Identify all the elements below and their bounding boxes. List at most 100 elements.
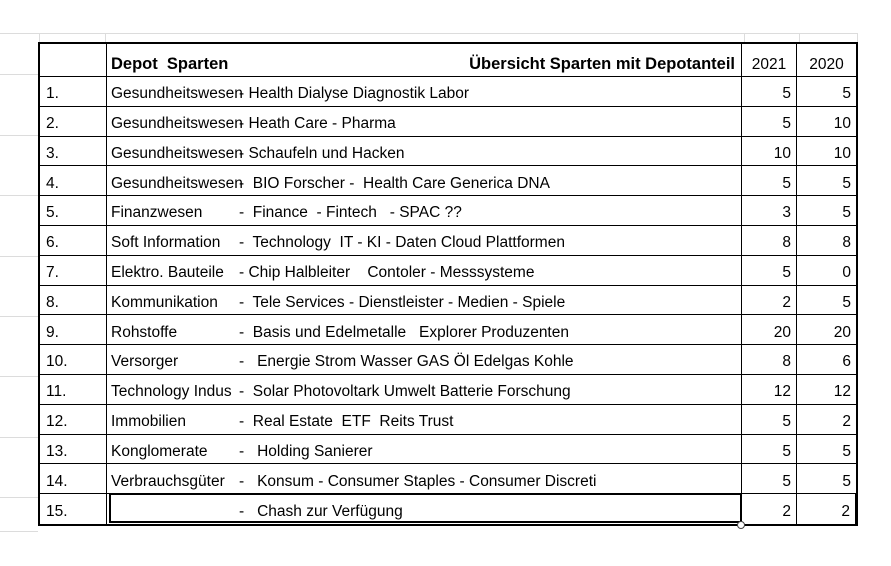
sector-description-cell[interactable]: Rohstoffe - Basis und Edelmetalle Explore… [107, 315, 742, 346]
sector-description-cell[interactable]: Gesundheitswesen - BIO Forscher - Health … [107, 166, 742, 197]
sector-detail: - Heath Care - Pharma [239, 115, 396, 133]
sector-detail: - Real Estate ETF Reits Trust [239, 413, 454, 431]
excel-gridline [0, 497, 38, 498]
sector-detail: - Holding Sanierer [239, 442, 373, 460]
sector-description-cell[interactable]: Gesundheitswesen - Schaufeln und Hacken [107, 136, 742, 167]
table-row: 11. Technology Indus - Solar Photovoltark … [40, 374, 856, 405]
value-2020-cell[interactable]: 2 [797, 404, 856, 435]
value-2021-cell[interactable]: 10 [742, 136, 797, 167]
excel-gridline [105, 33, 106, 42]
sector-description-cell[interactable]: Gesundheitswesen - Heath Care - Pharma [107, 106, 742, 137]
sector-detail: - Schaufeln und Hacken [239, 144, 405, 162]
row-number-cell[interactable]: 13. [40, 434, 107, 465]
row-number-cell[interactable]: 12. [40, 404, 107, 435]
row-number-cell[interactable]: 6. [40, 225, 107, 256]
value-2020-cell[interactable]: 2 [797, 494, 856, 524]
value-2021-cell[interactable]: 2 [742, 285, 797, 316]
sector-description-cell[interactable]: Versorger - Energie Strom Wasser GAS Öl E… [107, 345, 742, 375]
value-2020-cell[interactable]: 5 [797, 196, 856, 226]
table-row: 13. Konglomerate - Holding Sanierer 5 5 [40, 434, 856, 465]
row-number-cell[interactable]: 7. [40, 255, 107, 286]
sector-description-cell[interactable]: Elektro. Bauteile - Chip Halbleiter Conto… [107, 255, 742, 286]
header-title-right: Übersicht Sparten mit Depotanteil [469, 54, 735, 73]
sector-description-cell[interactable]: Konglomerate - Holding Sanierer [107, 434, 742, 465]
excel-gridline [0, 33, 858, 34]
sector-detail: - Chash zur Verfügung [239, 503, 403, 521]
sector-description-cell[interactable]: Soft Information - Technology IT - KI - D… [107, 225, 742, 256]
table-row: 10. Versorger - Energie Strom Wasser GAS Ö… [40, 345, 856, 375]
value-2020-cell[interactable]: 20 [797, 315, 856, 346]
value-2021-cell[interactable]: 5 [742, 404, 797, 435]
header-year-2021-cell[interactable]: 2021 [742, 44, 797, 77]
row-number-cell[interactable]: 9. [40, 315, 107, 346]
sector-detail: - Finance - Fintech - SPAC ?? [239, 204, 462, 222]
value-2021-cell[interactable]: 20 [742, 315, 797, 346]
sector-name: Verbrauchsgüter [111, 472, 225, 490]
value-2021-cell[interactable]: 5 [742, 106, 797, 137]
sector-description-cell[interactable]: Immobilien - Real Estate ETF Reits Trust [107, 404, 742, 435]
table-row: 15. - Chash zur Verfügung 2 2 [40, 492, 856, 529]
value-2021-cell[interactable]: 5 [742, 464, 797, 495]
value-2021-cell[interactable]: 5 [742, 77, 797, 107]
sector-name: Gesundheitswesen [111, 144, 243, 162]
row-number-cell[interactable]: 15. [40, 494, 107, 524]
value-2021-cell[interactable]: 5 [742, 255, 797, 286]
row-number-cell[interactable]: 4. [40, 166, 107, 197]
value-2021-cell[interactable]: 3 [742, 196, 797, 226]
excel-gridline [0, 74, 38, 75]
sector-name: Technology Indus [111, 383, 232, 401]
value-2020-cell[interactable]: 6 [797, 345, 856, 375]
value-2021-cell[interactable]: 5 [742, 166, 797, 197]
row-number-cell[interactable]: 1. [40, 77, 107, 107]
value-2020-cell[interactable]: 5 [797, 285, 856, 316]
header-index-cell[interactable] [40, 44, 107, 77]
value-2021-cell[interactable]: 8 [742, 345, 797, 375]
sector-description-cell[interactable]: Finanzwesen - Finance - Fintech - SPAC ?? [107, 196, 742, 226]
sector-name: Gesundheitswesen [111, 85, 243, 103]
value-2021-cell[interactable]: 12 [742, 374, 797, 405]
sector-name: Finanzwesen [111, 204, 203, 222]
value-2020-cell[interactable]: 5 [797, 166, 856, 197]
value-2020-cell[interactable]: 12 [797, 374, 856, 405]
table-row: 9. Rohstoffe - Basis und Edelmetalle Explo… [40, 315, 856, 346]
value-2020-cell[interactable]: 0 [797, 255, 856, 286]
sector-description-cell[interactable]: - Chash zur Verfügung [107, 494, 742, 524]
value-2020-cell[interactable]: 5 [797, 434, 856, 465]
excel-gridline [0, 437, 38, 438]
value-2021-cell[interactable]: 2 [742, 494, 797, 524]
sector-name: Gesundheitswesen [111, 115, 243, 133]
row-number-cell[interactable]: 8. [40, 285, 107, 316]
value-2020-cell[interactable]: 10 [797, 106, 856, 137]
sector-name: Rohstoffe [111, 323, 178, 341]
header-title-cell[interactable]: Depot Sparten Übersicht Sparten mit Depo… [107, 44, 742, 77]
row-number-cell[interactable]: 3. [40, 136, 107, 167]
sector-name: Soft Information [111, 234, 221, 252]
header-title-left: Depot Sparten [111, 54, 229, 73]
excel-gridline [799, 33, 800, 42]
value-2020-cell[interactable]: 5 [797, 464, 856, 495]
depot-sparten-table: Depot Sparten Übersicht Sparten mit Depo… [38, 42, 858, 529]
table-row: 7. Elektro. Bauteile - Chip Halbleiter Con… [40, 255, 856, 286]
row-number-cell[interactable]: 5. [40, 196, 107, 226]
sector-description-cell[interactable]: Technology Indus - Solar Photovoltark Umw… [107, 374, 742, 405]
value-2020-cell[interactable]: 10 [797, 136, 856, 167]
row-number-cell[interactable]: 2. [40, 106, 107, 137]
row-number-cell[interactable]: 11. [40, 374, 107, 405]
value-2020-cell[interactable]: 8 [797, 225, 856, 256]
value-2021-cell[interactable]: 8 [742, 225, 797, 256]
header-year-2020-cell[interactable]: 2020 [797, 44, 856, 77]
sector-detail: - Health Dialyse Diagnostik Labor [239, 85, 470, 103]
sector-name: Immobilien [111, 413, 186, 431]
fill-handle[interactable] [737, 520, 745, 529]
sector-description-cell[interactable]: Gesundheitswesen - Health Dialyse Diagnos… [107, 77, 742, 107]
table-row: 1. Gesundheitswesen - Health Dialyse Diagn… [40, 77, 856, 107]
sector-detail: - BIO Forscher - Health Care Generica DN… [239, 174, 550, 192]
sector-detail: - Technology IT - KI - Daten Cloud Platt… [239, 234, 565, 252]
sector-description-cell[interactable]: Kommunikation - Tele Services - Dienstlei… [107, 285, 742, 316]
row-number-cell[interactable]: 14. [40, 464, 107, 495]
sector-description-cell[interactable]: Verbrauchsgüter - Konsum - Consumer Stapl… [107, 464, 742, 495]
value-2020-cell[interactable]: 5 [797, 77, 856, 107]
row-number-cell[interactable]: 10. [40, 345, 107, 375]
excel-gridline [0, 135, 38, 136]
value-2021-cell[interactable]: 5 [742, 434, 797, 465]
